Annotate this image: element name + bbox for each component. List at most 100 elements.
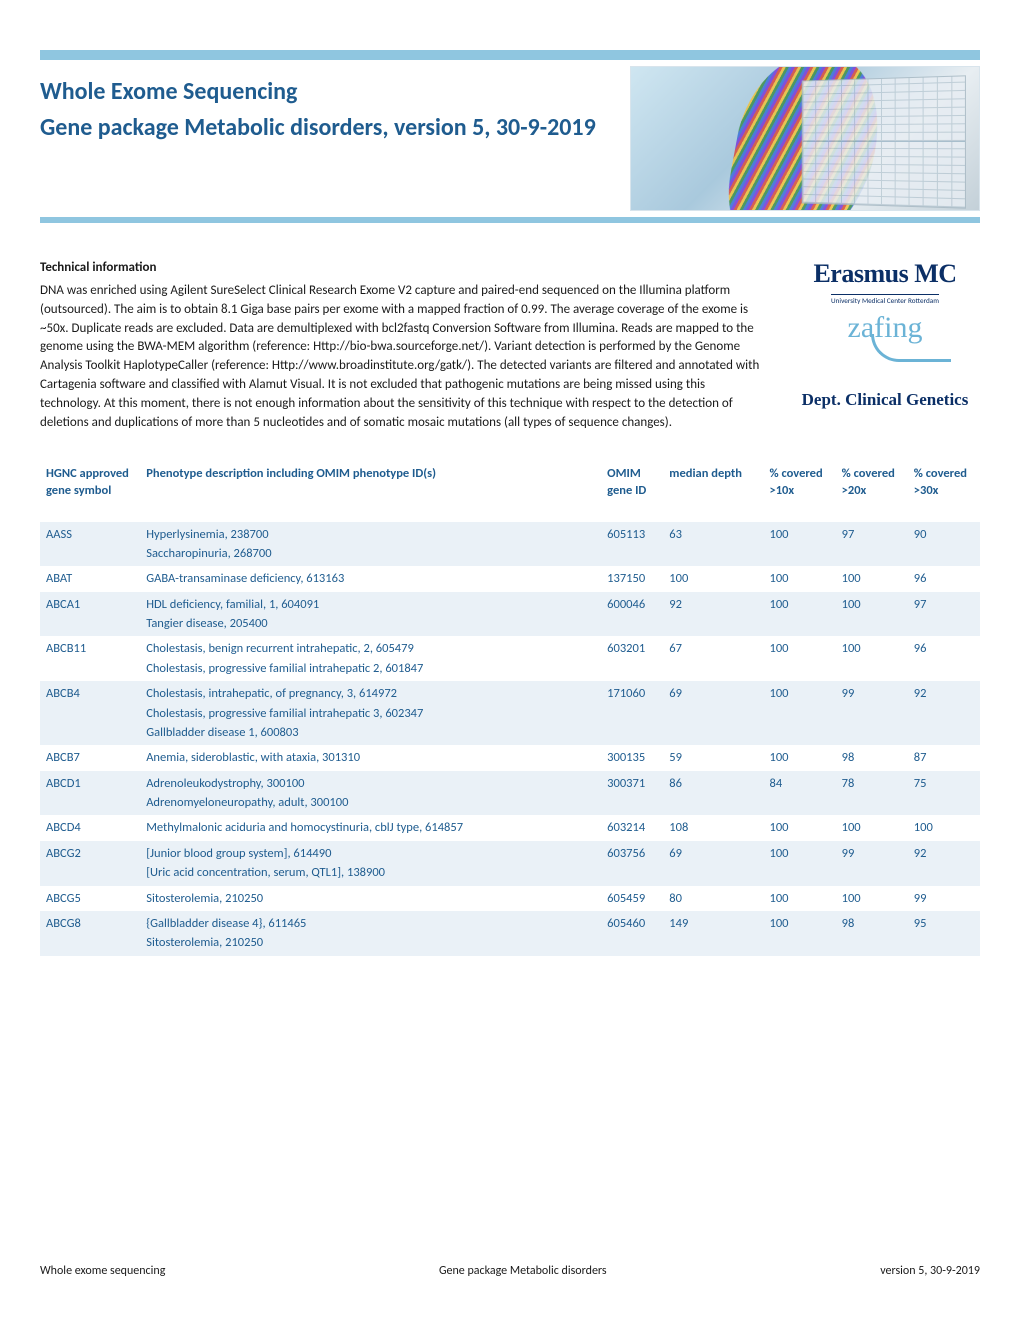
cell-gene: ABCA1 [40, 592, 140, 637]
cell-omim: 603201 [601, 636, 663, 681]
under-accent-bar [40, 217, 980, 223]
cell-c20: 100 [836, 566, 908, 591]
cell-phen: Cholestasis, benign recurrent intrahepat… [140, 636, 601, 681]
cell-gene: ABCB4 [40, 681, 140, 745]
col-c20: % covered >20x [836, 461, 908, 504]
footer-left: Whole exome sequencing [40, 1264, 165, 1278]
cell-c10: 100 [764, 566, 836, 591]
title-block: Whole Exome Sequencing Gene package Meta… [40, 66, 596, 146]
cell-c30: 92 [908, 681, 980, 745]
cell-c10: 100 [764, 815, 836, 840]
cell-c20: 100 [836, 636, 908, 681]
table-row: ABCB4Cholestasis, intrahepatic, of pregn… [40, 681, 980, 745]
cell-c20: 100 [836, 886, 908, 911]
cell-c10: 100 [764, 636, 836, 681]
cell-omim: 300371 [601, 771, 663, 816]
col-depth: median depth [663, 461, 763, 504]
col-c10: % covered >10x [764, 461, 836, 504]
logo-block: Erasmus MC University Medical Center Rot… [790, 259, 980, 410]
logo-subtitle: University Medical Center Rotterdam [831, 294, 939, 305]
cell-gene: AASS [40, 522, 140, 567]
cell-omim: 600046 [601, 592, 663, 637]
cell-depth: 80 [663, 886, 763, 911]
gene-table: HGNC approved gene symbol Phenotype desc… [40, 461, 980, 956]
cell-c10: 100 [764, 681, 836, 745]
cell-c30: 96 [908, 636, 980, 681]
cell-c20: 98 [836, 745, 908, 770]
cell-phen: [Junior blood group system], 614490 [Uri… [140, 841, 601, 886]
cell-c30: 99 [908, 886, 980, 911]
cell-c30: 100 [908, 815, 980, 840]
cell-c10: 100 [764, 592, 836, 637]
cell-gene: ABCD4 [40, 815, 140, 840]
cell-c10: 100 [764, 841, 836, 886]
footer-right: version 5, 30-9-2019 [880, 1264, 980, 1278]
cell-depth: 69 [663, 841, 763, 886]
cell-gene: ABCB11 [40, 636, 140, 681]
cell-c20: 97 [836, 522, 908, 567]
cell-omim: 137150 [601, 566, 663, 591]
col-phen: Phenotype description including OMIM phe… [140, 461, 601, 504]
table-row: ABCD4Methylmalonic aciduria and homocyst… [40, 815, 980, 840]
cell-gene: ABCG5 [40, 886, 140, 911]
cell-phen: GABA-transaminase deficiency, 613163 [140, 566, 601, 591]
cell-omim: 605460 [601, 911, 663, 956]
cell-depth: 59 [663, 745, 763, 770]
cell-depth: 100 [663, 566, 763, 591]
cell-c20: 100 [836, 592, 908, 637]
cell-c20: 100 [836, 815, 908, 840]
cell-depth: 67 [663, 636, 763, 681]
cell-phen: Methylmalonic aciduria and homocystinuri… [140, 815, 601, 840]
cell-c30: 95 [908, 911, 980, 956]
cell-depth: 86 [663, 771, 763, 816]
cell-phen: Anemia, sideroblastic, with ataxia, 3013… [140, 745, 601, 770]
header-row: Whole Exome Sequencing Gene package Meta… [40, 66, 980, 211]
cell-c30: 75 [908, 771, 980, 816]
cell-gene: ABCG2 [40, 841, 140, 886]
table-row: ABCB7Anemia, sideroblastic, with ataxia,… [40, 745, 980, 770]
table-header-row: HGNC approved gene symbol Phenotype desc… [40, 461, 980, 504]
title-line-2: Gene package Metabolic disorders, versio… [40, 110, 596, 146]
cell-omim: 171060 [601, 681, 663, 745]
cell-c20: 99 [836, 681, 908, 745]
cell-phen: {Gallbladder disease 4}, 611465 Sitoster… [140, 911, 601, 956]
cell-phen: HDL deficiency, familial, 1, 604091 Tang… [140, 592, 601, 637]
cell-gene: ABAT [40, 566, 140, 591]
cell-omim: 605113 [601, 522, 663, 567]
cell-omim: 300135 [601, 745, 663, 770]
cell-c30: 92 [908, 841, 980, 886]
cell-depth: 92 [663, 592, 763, 637]
cell-c10: 100 [764, 522, 836, 567]
cell-c20: 78 [836, 771, 908, 816]
cell-depth: 149 [663, 911, 763, 956]
logo-name: Erasmus MC [790, 259, 980, 289]
hero-image [630, 66, 980, 211]
cell-depth: 69 [663, 681, 763, 745]
footer-center: Gene package Metabolic disorders [439, 1264, 607, 1278]
cell-phen: Cholestasis, intrahepatic, of pregnancy,… [140, 681, 601, 745]
cell-omim: 603756 [601, 841, 663, 886]
cell-c10: 100 [764, 886, 836, 911]
cell-c30: 97 [908, 592, 980, 637]
cell-phen: Sitosterolemia, 210250 [140, 886, 601, 911]
table-row: ABCB11Cholestasis, benign recurrent intr… [40, 636, 980, 681]
cell-c10: 100 [764, 911, 836, 956]
info-row: Technical information DNA was enriched u… [40, 259, 980, 433]
cell-c10: 84 [764, 771, 836, 816]
cell-omim: 605459 [601, 886, 663, 911]
col-c30: % covered >30x [908, 461, 980, 504]
cell-gene: ABCD1 [40, 771, 140, 816]
cell-gene: ABCB7 [40, 745, 140, 770]
cell-phen: Adrenoleukodystrophy, 300100 Adrenomyelo… [140, 771, 601, 816]
cell-c30: 90 [908, 522, 980, 567]
cell-c20: 99 [836, 841, 908, 886]
cell-depth: 108 [663, 815, 763, 840]
cell-c30: 87 [908, 745, 980, 770]
col-gene: HGNC approved gene symbol [40, 461, 140, 504]
cell-phen: Hyperlysinemia, 238700 Saccharopinuria, … [140, 522, 601, 567]
cell-c10: 100 [764, 745, 836, 770]
table-row: AASSHyperlysinemia, 238700 Saccharopinur… [40, 522, 980, 567]
cell-gene: ABCG8 [40, 911, 140, 956]
cell-omim: 603214 [601, 815, 663, 840]
technical-info-heading: Technical information [40, 259, 762, 278]
